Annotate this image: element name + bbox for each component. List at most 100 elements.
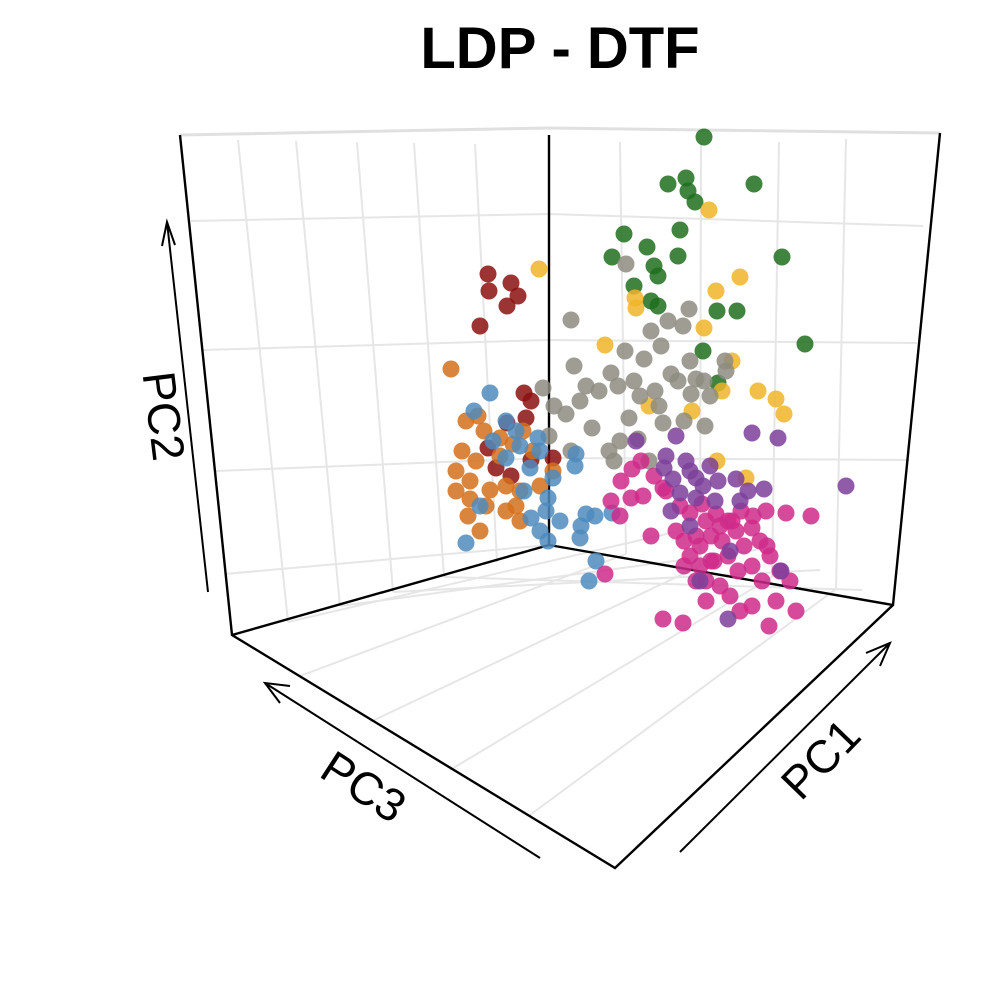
data-point — [600, 442, 618, 460]
data-point — [522, 509, 540, 527]
data-point — [586, 507, 604, 525]
data-point — [627, 299, 645, 317]
data-point — [777, 504, 795, 522]
data-point — [635, 350, 653, 368]
data-point — [497, 449, 515, 467]
pc2-axis-arrow — [166, 221, 209, 593]
data-point — [459, 507, 477, 525]
data-point — [465, 402, 483, 420]
data-point — [590, 382, 608, 400]
data-point — [467, 452, 485, 470]
data-point — [507, 422, 525, 440]
data-point — [697, 592, 715, 610]
data-point — [659, 312, 677, 330]
data-point — [686, 193, 704, 211]
data-point — [654, 414, 672, 432]
data-point — [681, 517, 699, 535]
data-point — [659, 175, 677, 193]
data-point — [664, 470, 682, 488]
data-point — [587, 552, 605, 570]
data-point — [530, 260, 548, 278]
data-point — [695, 128, 713, 146]
data-point — [701, 457, 719, 475]
data-point — [757, 502, 775, 520]
data-point — [707, 282, 725, 300]
data-point — [596, 565, 614, 583]
data-point — [773, 248, 791, 266]
data-point — [708, 302, 726, 320]
data-point — [479, 265, 497, 283]
plot-box — [178, 126, 942, 870]
data-point — [767, 592, 785, 610]
data-point — [522, 392, 540, 410]
data-point — [545, 397, 563, 415]
data-point — [596, 336, 614, 354]
data-point — [571, 529, 589, 547]
data-point — [480, 282, 498, 300]
data-point — [625, 372, 643, 390]
data-point — [743, 424, 761, 442]
data-point — [700, 201, 718, 219]
data-point — [669, 247, 687, 265]
data-point — [767, 390, 785, 408]
data-point — [565, 357, 583, 375]
pc3-axis-arrow — [264, 682, 541, 859]
data-point — [646, 382, 664, 400]
data-points — [442, 128, 855, 635]
data-point — [649, 267, 667, 285]
data-point — [772, 562, 790, 580]
data-point — [760, 617, 778, 635]
data-point — [453, 442, 471, 460]
data-point — [481, 481, 499, 499]
data-point — [627, 432, 645, 450]
data-point — [695, 372, 713, 390]
data-point — [531, 477, 549, 495]
data-point — [471, 317, 489, 335]
data-point — [531, 442, 549, 460]
data-point — [617, 255, 635, 273]
data-point — [735, 537, 753, 555]
data-point — [632, 452, 650, 470]
data-point — [616, 342, 634, 360]
data-point — [557, 405, 575, 423]
data-point — [649, 297, 667, 315]
data-point — [681, 504, 699, 522]
data-point — [602, 364, 620, 382]
data-point — [447, 482, 465, 500]
data-point — [743, 557, 761, 575]
data-point — [729, 562, 747, 580]
data-point — [611, 432, 629, 450]
data-point — [727, 470, 745, 488]
data-point — [498, 297, 516, 315]
data-point — [638, 238, 656, 256]
data-point — [731, 268, 749, 286]
data-point — [642, 322, 660, 340]
data-point — [694, 477, 712, 495]
data-point — [753, 572, 771, 590]
data-point — [682, 385, 700, 403]
data-point — [667, 522, 685, 540]
data-point — [566, 457, 584, 475]
data-point — [544, 449, 562, 467]
data-point — [731, 602, 749, 620]
data-point — [675, 557, 693, 575]
data-point — [711, 577, 729, 595]
data-point — [745, 175, 763, 193]
data-point — [515, 482, 533, 500]
data-point — [706, 492, 724, 510]
data-point — [749, 382, 767, 400]
data-point — [615, 225, 633, 243]
data-point — [509, 287, 527, 305]
data-point — [471, 522, 489, 540]
data-point — [743, 519, 761, 537]
pc2-axis-label: PC2 — [133, 368, 196, 463]
data-point — [521, 459, 539, 477]
data-point — [611, 507, 629, 525]
data-point — [544, 469, 562, 487]
data-point — [609, 377, 627, 395]
data-point — [497, 477, 515, 495]
data-point — [671, 221, 689, 239]
data-point — [654, 610, 672, 628]
data-point — [534, 379, 552, 397]
